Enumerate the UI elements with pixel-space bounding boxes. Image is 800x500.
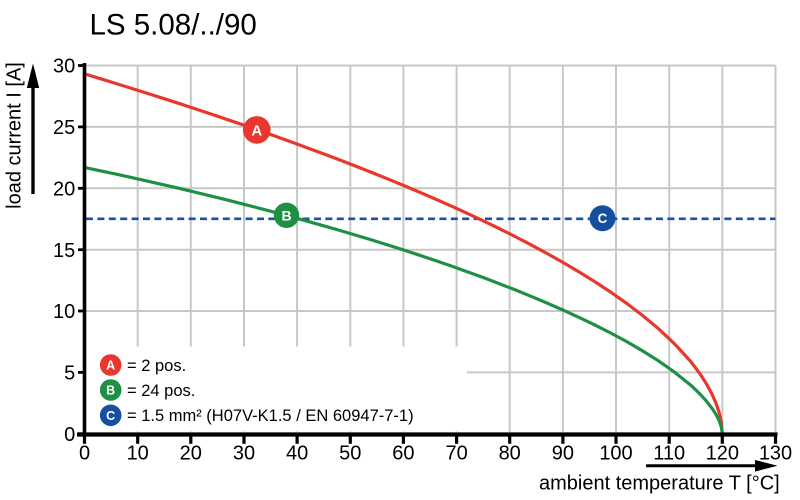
svg-text:B: B <box>106 384 115 398</box>
svg-text:70: 70 <box>445 442 467 464</box>
svg-text:A: A <box>251 122 262 139</box>
svg-text:25: 25 <box>53 117 75 139</box>
svg-text:15: 15 <box>53 240 75 262</box>
svg-text:100: 100 <box>599 442 632 464</box>
svg-text:C: C <box>106 409 115 423</box>
svg-text:0: 0 <box>64 424 75 446</box>
svg-text:LS 5.08/../90: LS 5.08/../90 <box>90 8 257 41</box>
svg-text:A: A <box>106 359 115 373</box>
svg-text:120: 120 <box>706 442 739 464</box>
svg-text:ambient temperature T [°C]: ambient temperature T [°C] <box>539 473 780 495</box>
svg-text:0: 0 <box>79 442 90 464</box>
svg-text:80: 80 <box>499 442 521 464</box>
svg-text:10: 10 <box>53 301 75 323</box>
svg-text:30: 30 <box>53 56 75 78</box>
svg-text:= 2 pos.: = 2 pos. <box>127 357 186 375</box>
svg-text:110: 110 <box>653 442 685 464</box>
svg-text:20: 20 <box>53 179 75 201</box>
svg-text:60: 60 <box>392 442 414 464</box>
svg-text:130: 130 <box>759 442 792 464</box>
svg-text:5: 5 <box>64 363 75 385</box>
svg-text:90: 90 <box>552 442 574 464</box>
svg-text:30: 30 <box>233 442 255 464</box>
svg-text:40: 40 <box>286 442 308 464</box>
svg-text:C: C <box>598 211 608 226</box>
svg-text:= 24 pos.: = 24 pos. <box>127 382 195 400</box>
svg-text:50: 50 <box>339 442 361 464</box>
svg-text:20: 20 <box>180 442 202 464</box>
svg-text:10: 10 <box>127 442 149 464</box>
svg-text:B: B <box>281 207 291 223</box>
svg-text:= 1.5 mm² (H07V-K1.5 / EN 6094: = 1.5 mm² (H07V-K1.5 / EN 60947-7-1) <box>127 407 414 425</box>
svg-text:load current I [A]: load current I [A] <box>4 62 26 209</box>
